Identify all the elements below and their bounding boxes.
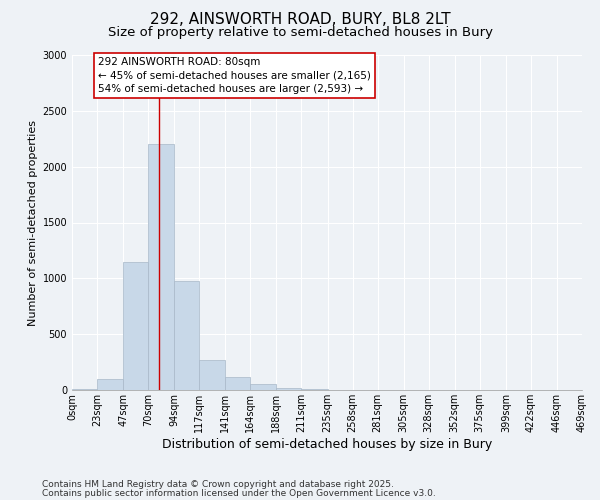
Y-axis label: Number of semi-detached properties: Number of semi-detached properties — [28, 120, 38, 326]
Bar — [148, 144, 174, 390]
Bar — [277, 388, 301, 390]
Text: Size of property relative to semi-detached houses in Bury: Size of property relative to semi-detach… — [107, 26, 493, 39]
Text: Contains public sector information licensed under the Open Government Licence v3: Contains public sector information licen… — [42, 488, 436, 498]
Bar — [301, 389, 328, 390]
Text: 292, AINSWORTH ROAD, BURY, BL8 2LT: 292, AINSWORTH ROAD, BURY, BL8 2LT — [149, 12, 451, 28]
X-axis label: Distribution of semi-detached houses by size in Bury: Distribution of semi-detached houses by … — [162, 438, 492, 450]
Bar — [174, 280, 199, 390]
Bar — [250, 384, 277, 390]
Text: Contains HM Land Registry data © Crown copyright and database right 2025.: Contains HM Land Registry data © Crown c… — [42, 480, 394, 489]
Bar — [123, 262, 148, 390]
Text: 292 AINSWORTH ROAD: 80sqm
← 45% of semi-detached houses are smaller (2,165)
54% : 292 AINSWORTH ROAD: 80sqm ← 45% of semi-… — [98, 57, 371, 94]
Bar — [226, 376, 250, 390]
Bar — [199, 360, 226, 390]
Bar — [97, 379, 123, 390]
